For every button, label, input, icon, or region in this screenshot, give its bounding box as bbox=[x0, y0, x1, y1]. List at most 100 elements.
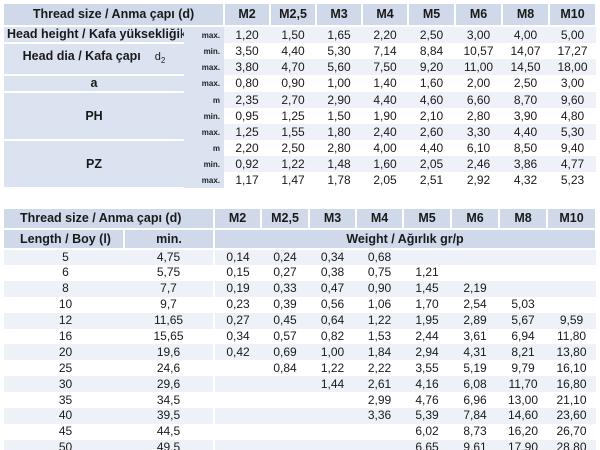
ph-m-row: PH m 2,35 2,70 2,90 4,40 4,60 6,60 8,70 9,60 bbox=[4, 92, 597, 141]
thread-size-header: Thread size / Anma çapı (d) bbox=[4, 4, 226, 27]
weight-cell: 0,90 bbox=[356, 280, 404, 297]
size-header: M5 bbox=[403, 209, 453, 230]
length-cell: 12 bbox=[4, 312, 124, 329]
table-cell: 1,60 bbox=[408, 75, 456, 92]
weight-cell: 0,68 bbox=[356, 249, 404, 265]
limit-label: min. bbox=[184, 108, 225, 124]
weight-cell: 8,21 bbox=[499, 344, 548, 361]
table-cell: 1,50 bbox=[270, 26, 317, 43]
weight-cell: 2,19 bbox=[451, 280, 500, 297]
size-header: M2 bbox=[224, 4, 272, 27]
table-cell: 2,35 bbox=[224, 92, 271, 108]
length-header: Length / Boy (l) bbox=[4, 229, 125, 250]
weight-cell: 0,34 bbox=[214, 328, 262, 345]
weight-cell: 4,16 bbox=[403, 376, 452, 393]
min-length-header: min. bbox=[124, 229, 216, 250]
table-cell: 0,80 bbox=[224, 75, 271, 92]
size-header: M6 bbox=[451, 209, 501, 230]
weight-cell: 0,23 bbox=[214, 296, 262, 313]
length-cell: 5 bbox=[4, 249, 124, 265]
table-cell: 3,50 bbox=[224, 43, 271, 59]
limit-label: max. bbox=[184, 75, 225, 92]
min-length-cell: 24,6 bbox=[124, 360, 216, 377]
length-cell: 45 bbox=[4, 423, 124, 440]
weight-cell bbox=[499, 249, 548, 265]
weight-cell bbox=[214, 392, 262, 409]
weight-cell: 2,99 bbox=[356, 392, 404, 409]
table-cell: 2,50 bbox=[270, 140, 317, 156]
table-cell: 9,60 bbox=[549, 92, 597, 108]
weight-cell bbox=[261, 376, 310, 393]
weight-cell: 28,80 bbox=[547, 439, 597, 450]
table-row: 10 9,7 0,23 0,39 0,56 1,06 1,70 2,54 5,03 bbox=[4, 296, 597, 313]
limit-label: min. bbox=[184, 43, 225, 59]
head-height-text: Head height / Kafa yüksekliği bbox=[7, 27, 180, 41]
limit-label: m bbox=[184, 92, 225, 108]
table-cell: 1,48 bbox=[316, 156, 363, 172]
table-cell: 2,80 bbox=[455, 108, 503, 124]
weight-cell: 0,24 bbox=[261, 249, 310, 265]
table-cell: 0,95 bbox=[224, 108, 271, 124]
pz-m-row: PZ m 2,20 2,50 2,80 4,00 4,40 6,10 8,50 9,40 bbox=[4, 140, 597, 189]
table-cell: 10,57 bbox=[455, 43, 503, 59]
table-cell: 0,90 bbox=[270, 75, 317, 92]
pz-min-row: min. 0,92 1,22 1,48 1,60 2,05 2,46 3,86 4,77 bbox=[4, 156, 597, 172]
weight-cell: 0,33 bbox=[261, 280, 310, 297]
table-row: 5 4,75 0,14 0,24 0,34 0,68 bbox=[4, 249, 597, 265]
weight-cell: 3,36 bbox=[356, 408, 404, 424]
weight-header: Weight / Ağırlık gr/p bbox=[214, 229, 598, 250]
weight-cell: 2,22 bbox=[356, 360, 404, 377]
weight-cell: 3,55 bbox=[403, 360, 452, 377]
weight-cell: 0,82 bbox=[309, 328, 357, 345]
table-cell: 1,78 bbox=[316, 172, 363, 188]
length-cell: 30 bbox=[4, 376, 124, 393]
size-header: M10 bbox=[547, 209, 598, 230]
limit-label: max. bbox=[184, 59, 225, 75]
thread-size-header: Thread size / Anma çapı (d) bbox=[4, 209, 216, 230]
weight-cell: 2,89 bbox=[451, 312, 500, 329]
ph-max-row: max. 1,25 1,55 1,80 2,40 2,60 3,30 4,40 5,30 bbox=[4, 124, 597, 140]
weight-cell: 16,20 bbox=[499, 423, 548, 440]
min-length-cell: 44,5 bbox=[124, 423, 216, 440]
size-header: M4 bbox=[356, 209, 405, 230]
table-cell: 7,14 bbox=[362, 43, 409, 59]
table-cell: 5,00 bbox=[549, 26, 597, 43]
weight-cell bbox=[261, 439, 310, 450]
table-cell: 4,40 bbox=[408, 140, 456, 156]
pz-max-row: max. 1,17 1,47 1,78 2,05 2,51 2,92 4,32 5,23 bbox=[4, 172, 597, 188]
table-cell: 2,46 bbox=[455, 156, 503, 172]
table-cell: 2,05 bbox=[408, 156, 456, 172]
min-length-cell: 39,5 bbox=[124, 408, 216, 424]
table-row: 25 24,6 0,84 1,22 2,22 3,55 5,19 9,79 16,10 bbox=[4, 360, 597, 377]
table-cell: 1,60 bbox=[362, 156, 409, 172]
table-cell: 6,10 bbox=[455, 140, 503, 156]
weight-cell: 0,27 bbox=[261, 265, 310, 281]
table-cell: 4,40 bbox=[270, 43, 317, 59]
weight-cell bbox=[547, 296, 597, 313]
table-cell: 5,30 bbox=[549, 124, 597, 140]
table-cell: 9,40 bbox=[549, 140, 597, 156]
table-cell: 17,27 bbox=[549, 43, 597, 59]
weight-subheader-row: Length / Boy (l) min. Weight / Ağırlık g… bbox=[4, 229, 598, 250]
weight-cell: 1,22 bbox=[309, 360, 357, 377]
a-row: a max. 0,80 0,90 1,00 1,40 1,60 2,00 2,50 3,00 bbox=[4, 75, 597, 93]
pz-label: PZ bbox=[4, 140, 184, 189]
table-cell: 1,40 bbox=[362, 75, 409, 92]
weight-cell bbox=[214, 408, 262, 424]
weight-cell: 0,84 bbox=[261, 360, 310, 377]
size-header: M10 bbox=[549, 4, 598, 27]
table-cell: 2,70 bbox=[270, 92, 317, 108]
table-row: 50 49,5 6,65 9,61 17,90 28,80 bbox=[4, 439, 597, 450]
table-cell: 1,90 bbox=[362, 108, 409, 124]
weight-cell: 5,03 bbox=[499, 296, 548, 313]
weight-cell: 0,27 bbox=[214, 312, 262, 329]
weight-cell bbox=[214, 376, 262, 393]
weight-cell: 9,61 bbox=[451, 439, 500, 450]
table-cell: 2,80 bbox=[316, 140, 363, 156]
weight-cell: 3,61 bbox=[451, 328, 500, 345]
table-cell: 4,40 bbox=[362, 92, 409, 108]
head-dia-symbol-main: d bbox=[154, 51, 161, 64]
length-cell: 10 bbox=[4, 296, 124, 313]
size-header: M3 bbox=[309, 209, 358, 230]
table-cell: 3,00 bbox=[549, 75, 597, 92]
